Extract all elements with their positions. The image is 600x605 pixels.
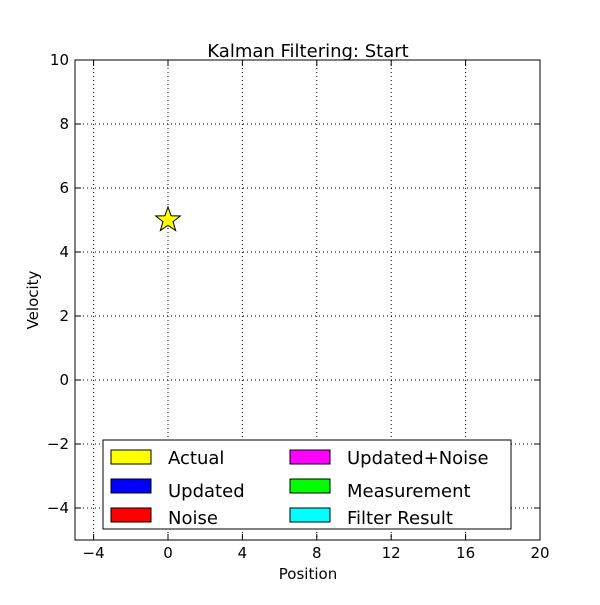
axis-tick-labels: −4 0 4 8 12 16 20 −4 −2 0 2 4 6 8 10 <box>47 51 550 562</box>
y-tick-label: −4 <box>47 499 69 517</box>
legend-label-measurement: Measurement <box>347 481 471 502</box>
chart-title: Kalman Filtering: Start <box>207 41 408 62</box>
x-tick-label: −4 <box>83 544 105 562</box>
y-tick-label: −2 <box>47 435 69 453</box>
x-tick-label: 8 <box>312 544 322 562</box>
legend-label-updated: Updated <box>168 481 245 502</box>
legend-swatch-noise <box>110 507 152 523</box>
legend-label-noise: Noise <box>168 508 218 529</box>
legend-swatch-updated <box>110 478 152 494</box>
y-tick-label: 4 <box>59 243 69 261</box>
y-tick-label: 2 <box>59 307 69 325</box>
legend-label-updated-noise: Updated+Noise <box>347 448 489 469</box>
legend-swatch-measurement <box>289 478 331 494</box>
x-axis-label: Position <box>279 565 337 583</box>
y-axis-label: Velocity <box>24 270 42 329</box>
y-tick-label: 8 <box>59 115 69 133</box>
x-tick-label: 12 <box>382 544 401 562</box>
x-tick-label: 16 <box>456 544 475 562</box>
legend: Actual Updated Noise Updated+Noise Measureme… <box>102 439 512 530</box>
x-tick-label: 20 <box>530 544 549 562</box>
plot-frame <box>74 59 541 541</box>
legend-swatch-actual <box>110 449 152 465</box>
legend-swatch-updated-noise <box>289 449 331 465</box>
axis-ticks <box>75 59 541 540</box>
legend-label-actual: Actual <box>168 448 224 469</box>
y-tick-label: 0 <box>59 371 69 389</box>
data-points <box>154 205 182 232</box>
star-point-actual <box>154 205 182 232</box>
y-tick-label: 6 <box>59 179 69 197</box>
legend-swatch-filter-result <box>289 507 331 523</box>
x-tick-label: 4 <box>238 544 248 562</box>
y-tick-label: 10 <box>50 51 69 69</box>
x-tick-label: 0 <box>163 544 173 562</box>
legend-label-filter-result: Filter Result <box>347 508 453 529</box>
